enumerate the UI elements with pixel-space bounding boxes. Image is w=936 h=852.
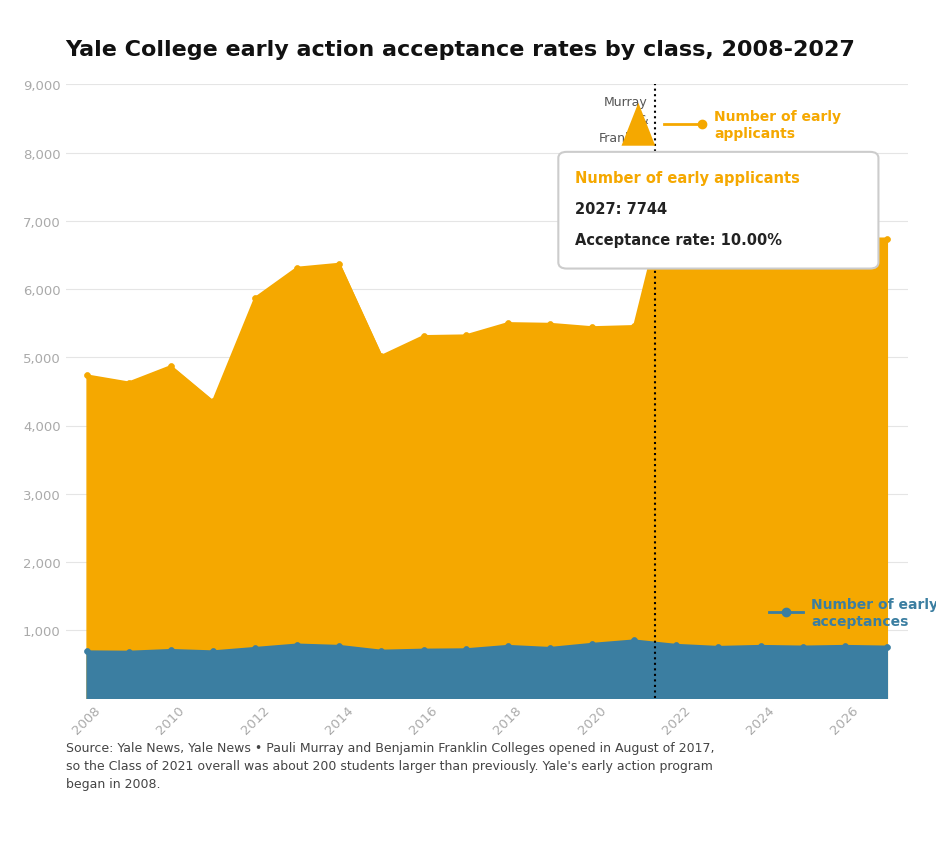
Text: Yale College early action acceptance rates by class, 2008-2027: Yale College early action acceptance rat… [66, 40, 856, 60]
Point [417, 643, 431, 657]
Point [248, 291, 263, 305]
Text: Source: Yale News, Yale News • Pauli Murray and Benjamin Franklin Colleges opene: Source: Yale News, Yale News • Pauli Mur… [66, 741, 714, 790]
Point [501, 639, 516, 653]
Text: Number of early
applicants: Number of early applicants [714, 109, 841, 141]
Point [501, 317, 516, 331]
Point [796, 640, 811, 653]
Point [80, 369, 95, 383]
Point [838, 639, 853, 653]
Point [80, 645, 95, 659]
Text: 2027: 7744: 2027: 7744 [575, 202, 667, 216]
Point [627, 634, 642, 648]
Point [838, 233, 853, 246]
FancyBboxPatch shape [558, 153, 878, 269]
Point [711, 641, 726, 654]
Point [585, 321, 600, 335]
Text: Number of early
acceptances: Number of early acceptances [811, 597, 936, 629]
Point [122, 645, 137, 659]
Point [711, 244, 726, 257]
Point [164, 360, 179, 373]
Point [543, 318, 558, 331]
Point [290, 638, 305, 652]
Polygon shape [622, 104, 655, 147]
Point [332, 257, 347, 271]
Point [417, 330, 431, 343]
Text: Murray
&
Franklin
open: Murray & Franklin open [598, 95, 648, 163]
Point [290, 262, 305, 275]
Point [753, 639, 768, 653]
Point [880, 640, 895, 653]
Point [459, 329, 474, 343]
Point [248, 642, 263, 655]
Point [332, 639, 347, 653]
Point [880, 233, 895, 246]
Point [543, 642, 558, 655]
Text: Acceptance rate: 10.00%: Acceptance rate: 10.00% [575, 233, 782, 247]
Point [585, 637, 600, 651]
Text: Number of early applicants: Number of early applicants [575, 171, 800, 186]
Point [627, 320, 642, 333]
Point [206, 645, 221, 659]
Point [796, 240, 811, 254]
Point [669, 151, 684, 164]
Point [669, 638, 684, 652]
Point [206, 395, 221, 409]
Point [459, 642, 474, 656]
Point [753, 236, 768, 250]
Point [164, 643, 179, 657]
Point [122, 377, 137, 390]
Point [374, 644, 389, 658]
Point [374, 349, 389, 363]
